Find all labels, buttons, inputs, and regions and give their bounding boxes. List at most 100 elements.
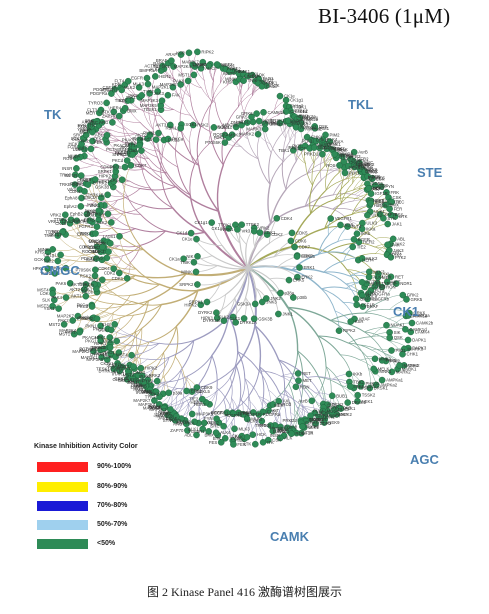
kinase-label: FLT4 <box>352 224 362 229</box>
kinase-label: PAK2 <box>142 389 153 394</box>
tree-branch <box>122 245 141 257</box>
kinase-node <box>402 325 409 333</box>
tree-branch <box>240 146 259 160</box>
tree-branch <box>183 385 207 403</box>
kinase-node <box>269 427 277 435</box>
kinase-label: CDK9 <box>88 238 100 243</box>
kinase-label: VRK2 <box>300 116 312 121</box>
tree-branch <box>182 73 191 98</box>
kinase-label: ABL <box>397 236 406 241</box>
kinase-label: ACTR2 <box>366 280 381 285</box>
legend-swatch-80-90 <box>37 482 88 492</box>
kinase-label: TEC <box>89 120 98 125</box>
group-label-tkl: TKL <box>348 97 374 112</box>
kinase-label: JNK2 <box>270 296 281 301</box>
kinase-node <box>358 255 366 262</box>
kinase-node <box>99 243 106 251</box>
kinase-label: CLK2 <box>112 377 123 382</box>
kinase-label: PAK1 <box>227 66 238 71</box>
kinase-label: FRK <box>277 429 286 434</box>
kinase-label: HPK1 <box>266 81 278 86</box>
kinase-label: VRK1 <box>297 113 309 118</box>
kinase-node <box>152 388 160 396</box>
kinase-label: MLK2 <box>366 256 378 261</box>
tree-branch <box>123 205 145 214</box>
kinase-node <box>230 410 237 418</box>
kinase-label: BUB1 <box>318 145 330 150</box>
kinase-label: HER4 <box>362 258 374 263</box>
kinase-node <box>130 363 137 370</box>
kinase-label: EGFR <box>358 237 370 242</box>
kinase-node <box>98 353 105 361</box>
tree-branch <box>244 378 260 397</box>
kinase-label: MNK2 <box>333 146 346 151</box>
kinase-label: PKCd <box>112 158 124 163</box>
kinase-node <box>327 215 335 222</box>
tree-branch <box>290 212 312 248</box>
kinase-node <box>250 227 258 235</box>
kinase-label: TYK2 <box>391 252 402 257</box>
kinase-label: ALK1 <box>197 62 208 67</box>
kinase-label: TTBK2 <box>246 222 260 227</box>
kinase-label: TRKC <box>60 172 72 177</box>
kinase-node <box>90 347 97 355</box>
kinase-label: MSK1 <box>86 257 98 262</box>
kinase-node <box>77 203 85 210</box>
kinase-node <box>134 371 142 379</box>
kinase-label: TSSK1 <box>340 155 354 160</box>
tree-branch <box>119 300 149 319</box>
kinase-label: LCK <box>376 176 384 181</box>
kinase-node <box>93 223 101 230</box>
kinase-label: AMPKa1 <box>300 125 318 130</box>
tree-branch <box>98 147 121 155</box>
kinase-node <box>173 412 180 420</box>
kinase-label: PAK4 <box>51 295 62 300</box>
kinase-node <box>82 131 90 139</box>
kinase-node <box>44 265 52 273</box>
kinase-label: GCN2 <box>324 146 337 151</box>
tree-branch <box>234 267 249 299</box>
kinase-label: CDK2 <box>104 271 116 276</box>
kinase-label: HER4 <box>110 106 122 111</box>
kinase-label: HER4 <box>191 400 203 405</box>
kinase-label: CAMK2b <box>416 321 434 326</box>
kinase-label: PAK2 <box>58 318 69 323</box>
kinase-label: NDR1 <box>263 119 275 124</box>
kinase-label: TIE2 <box>115 98 125 103</box>
kinase-node <box>62 294 70 301</box>
tree-branch <box>157 156 177 188</box>
kinase-label: CDK1 <box>264 230 276 235</box>
tree-branch <box>305 163 313 186</box>
kinase-node <box>106 334 114 341</box>
tree-branch <box>118 245 141 248</box>
kinase-label: CDK4 <box>98 266 110 271</box>
kinase-label: TIE2 <box>189 397 199 402</box>
kinase-label: P70S6K <box>76 267 92 272</box>
kinase-label: ACTR2 <box>144 64 159 69</box>
legend-swatch-90-100 <box>37 462 88 472</box>
tree-branch <box>196 126 202 166</box>
tree-branch <box>198 383 202 407</box>
kinase-label: GSK3A <box>237 301 251 306</box>
kinase-node <box>387 253 395 261</box>
tree-branch <box>287 306 332 322</box>
kinase-label: CAMK4 <box>261 121 276 126</box>
kinase-label: CAMK1a <box>410 313 428 318</box>
kinase-label: ULK1 <box>308 425 319 430</box>
kinase-node <box>135 84 143 91</box>
tree-branch <box>198 355 213 384</box>
kinase-label: MAP3K3 <box>156 414 174 419</box>
tree-branch <box>323 260 345 273</box>
kinase-node <box>250 315 258 323</box>
kinase-label: MLK2 <box>124 85 136 90</box>
tree-branch <box>228 315 239 353</box>
kinase-node <box>294 370 302 377</box>
tree-branch <box>340 182 353 204</box>
kinase-label: TTBK2 <box>295 108 309 113</box>
kinase-label: TRKB <box>59 182 71 187</box>
kinase-node <box>319 407 327 415</box>
kinase-node <box>106 344 114 351</box>
kinase-node <box>105 248 112 255</box>
kinase-label: CK1e <box>51 266 62 271</box>
kinase-node <box>164 91 172 99</box>
